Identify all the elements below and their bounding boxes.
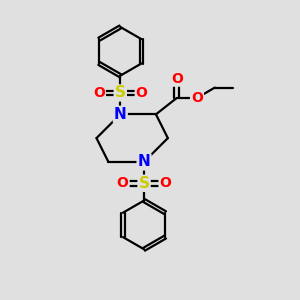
Text: N: N <box>114 107 127 122</box>
Text: S: S <box>139 176 150 191</box>
Text: O: O <box>136 86 148 100</box>
Text: S: S <box>115 85 126 100</box>
Text: O: O <box>171 72 183 86</box>
Text: O: O <box>160 176 171 190</box>
Text: O: O <box>93 86 105 100</box>
Text: O: O <box>191 91 203 105</box>
Text: O: O <box>117 176 129 190</box>
Text: N: N <box>138 154 150 169</box>
